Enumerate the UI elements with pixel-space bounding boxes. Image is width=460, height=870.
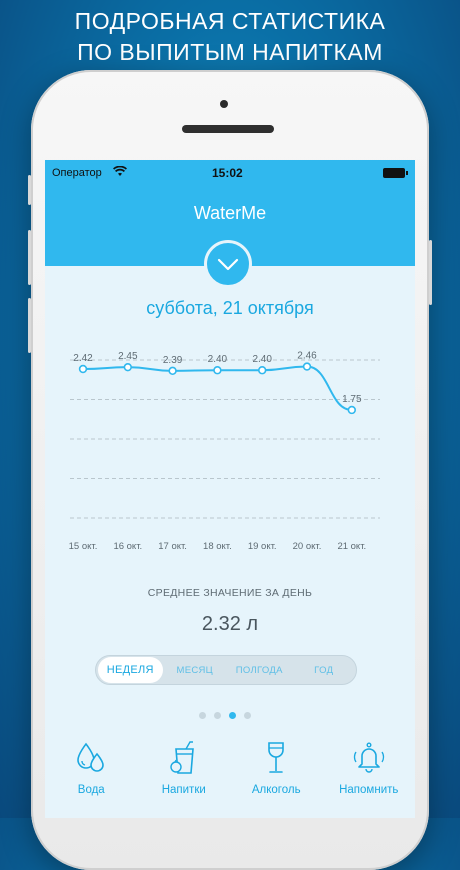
page-dot[interactable]	[199, 712, 206, 719]
data-label: 2.40	[252, 354, 272, 365]
data-point	[347, 405, 356, 415]
earpiece-speaker	[182, 125, 274, 133]
data-point	[168, 366, 177, 376]
tab-alcohol[interactable]: Алкоголь	[236, 732, 316, 818]
period-week[interactable]: НЕДЕЛЯ	[98, 657, 163, 683]
data-point	[258, 366, 267, 375]
tab-drinks-label: Напитки	[161, 784, 206, 796]
promo-line-2: ПО ВЫПИТЫМ НАПИТКАМ	[77, 39, 383, 65]
wifi-icon	[113, 165, 127, 180]
app-title: WaterMe	[193, 203, 267, 223]
page-dot-active[interactable]	[229, 712, 236, 719]
status-bar: Оператор 15:02	[45, 160, 415, 186]
data-label: 2.45	[118, 351, 138, 362]
chevron-down-icon	[217, 258, 239, 271]
period-half-year[interactable]: ПОЛГОДА	[235, 664, 283, 676]
page-indicator	[199, 712, 251, 719]
bell-icon	[353, 742, 384, 773]
selected-date: суббота, 21 октября	[146, 298, 314, 318]
mute-switch	[28, 175, 31, 205]
consumption-chart: 2.42 15 окт. 2.45 16 окт. 2.39 17 окт. 2.40 18 …	[69, 351, 380, 552]
battery-icon	[383, 168, 408, 178]
promo-heading: ПОДРОБНАЯ СТАТИСТИКА ПО ВЫПИТЫМ НАПИТКАМ	[0, 6, 460, 68]
tab-remind[interactable]: Напомнить	[329, 732, 409, 818]
period-month[interactable]: МЕСЯЦ	[176, 664, 213, 676]
data-point	[302, 362, 312, 371]
x-tick-label: 21 окт.	[337, 541, 366, 552]
data-point	[123, 362, 133, 372]
period-selector: НЕДЕЛЯ МЕСЯЦ ПОЛГОДА ГОД	[95, 655, 357, 685]
x-tick-label: 19 окт.	[248, 541, 277, 552]
collapse-button[interactable]	[204, 240, 252, 288]
drink-glass-icon	[170, 741, 194, 774]
app-screen: Оператор 15:02 WaterMe суббота, 21 октяб…	[45, 160, 415, 818]
x-tick-label: 15 окт.	[69, 541, 98, 552]
average-value: 2.32 л	[201, 613, 259, 635]
data-label: 2.42	[73, 353, 93, 364]
tab-bar: Вода Напитки Алкоголь	[45, 732, 415, 818]
tab-water[interactable]: Вода	[51, 732, 131, 818]
water-drops-icon	[77, 742, 105, 772]
x-tick-label: 20 окт.	[293, 541, 322, 552]
tab-drinks[interactable]: Напитки	[144, 732, 224, 818]
average-label: СРЕДНЕЕ ЗНАЧЕНИЕ ЗА ДЕНЬ	[147, 587, 313, 599]
volume-up-button	[28, 230, 31, 285]
page-dot[interactable]	[244, 712, 251, 719]
tab-water-label: Вода	[77, 784, 105, 796]
volume-down-button	[28, 298, 31, 353]
data-point	[78, 364, 88, 374]
data-point	[213, 366, 222, 375]
tab-remind-label: Напомнить	[339, 784, 399, 796]
data-label: 2.40	[208, 354, 228, 365]
x-tick-label: 18 окт.	[203, 541, 232, 552]
period-year[interactable]: ГОД	[314, 664, 334, 676]
carrier-label: Оператор	[52, 167, 102, 179]
data-label: 2.46	[297, 351, 317, 362]
x-tick-label: 17 окт.	[158, 541, 187, 552]
power-button	[429, 240, 432, 305]
data-label: 1.75	[342, 394, 362, 405]
tab-alcohol-label: Алкоголь	[251, 784, 301, 796]
wine-glass-icon	[268, 742, 285, 773]
page-dot[interactable]	[214, 712, 221, 719]
front-camera	[220, 100, 228, 108]
promo-line-1: ПОДРОБНАЯ СТАТИСТИКА	[74, 8, 386, 34]
x-tick-label: 16 окт.	[113, 541, 142, 552]
status-time: 15:02	[212, 166, 243, 180]
data-label: 2.39	[163, 355, 183, 366]
